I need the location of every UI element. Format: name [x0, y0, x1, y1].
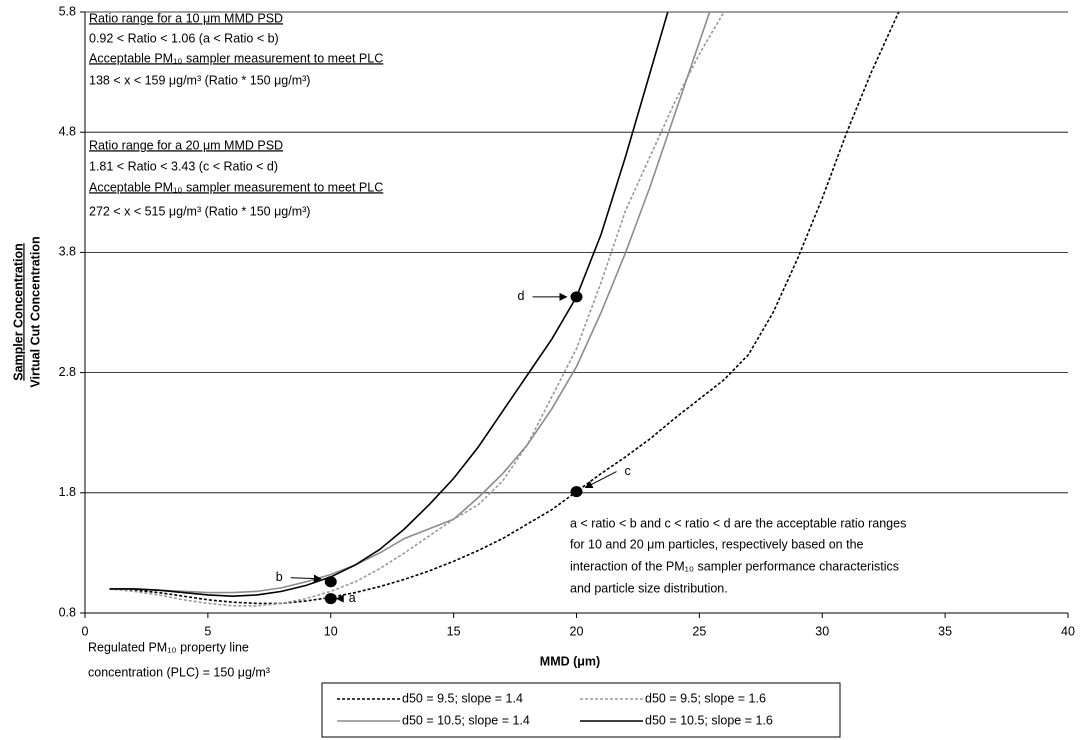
- pointer-arrow: [584, 471, 617, 489]
- note-line: for 10 and 20 μm particles, respectively…: [570, 537, 864, 551]
- x-tick-label: 40: [1061, 624, 1075, 638]
- point-label: d: [518, 289, 525, 303]
- legend-label: d50 = 10.5; slope = 1.6: [645, 713, 773, 727]
- x-tick-label: 30: [815, 624, 829, 638]
- y-tick-label: 5.8: [59, 4, 76, 18]
- annotation-line: Acceptable PM₁₀ sampler measurement to m…: [89, 51, 383, 65]
- annotation-line: 272 < x < 515 μg/m³ (Ratio * 150 μg/m³): [89, 204, 310, 218]
- y-tick-label: 4.8: [59, 124, 76, 138]
- legend-label: d50 = 9.5; slope = 1.6: [645, 691, 766, 705]
- pointer-arrow: [290, 574, 322, 583]
- y-axis-label: Virtual Cut Concentration: [28, 236, 42, 387]
- marker-point: [324, 576, 337, 588]
- legend-box: [321, 682, 841, 738]
- plc-note: Regulated PM₁₀ property line: [88, 640, 249, 654]
- y-tick-label: 1.8: [59, 485, 76, 499]
- point-label: b: [276, 570, 283, 584]
- x-tick-label: 25: [692, 624, 706, 638]
- x-tick-label: 35: [938, 624, 952, 638]
- marker-point: [570, 291, 583, 303]
- series-line: [109, 12, 725, 607]
- plot-area: [109, 12, 900, 607]
- series-line: [109, 12, 669, 597]
- y-tick-label: 0.8: [59, 605, 76, 619]
- x-axis-label: MMD (μm): [540, 654, 600, 668]
- x-tick-label: 20: [570, 624, 584, 638]
- legend-label: d50 = 9.5; slope = 1.4: [402, 691, 523, 705]
- y-axis-label: Sampler Concentration: [11, 243, 25, 381]
- x-tick-label: 15: [447, 624, 461, 638]
- annotation-line: Ratio range for a 20 μm MMD PSD: [89, 138, 283, 152]
- note-line: and particle size distribution.: [570, 581, 728, 595]
- marker-point: [324, 593, 337, 605]
- point-label: a: [349, 591, 356, 605]
- plc-note: concentration (PLC) = 150 μg/m³: [88, 665, 270, 679]
- point-label: c: [625, 464, 631, 478]
- annotation-line: 0.92 < Ratio < 1.06 (a < Ratio < b): [89, 31, 279, 45]
- note-line: interaction of the PM₁₀ sampler performa…: [570, 559, 899, 573]
- series-line: [109, 12, 900, 605]
- y-tick-label: 2.8: [59, 365, 76, 379]
- annotation-line: 1.81 < Ratio < 3.43 (c < Ratio < d): [89, 159, 278, 173]
- annotation-line: 138 < x < 159 μg/m³ (Ratio * 150 μg/m³): [89, 73, 310, 87]
- note-line: a < ratio < b and c < ratio < d are the …: [570, 516, 906, 530]
- marker-point: [570, 486, 583, 498]
- legend-label: d50 = 10.5; slope = 1.4: [402, 713, 530, 727]
- annotation-line: Acceptable PM₁₀ sampler measurement to m…: [89, 180, 383, 194]
- series-line: [109, 12, 711, 594]
- y-tick-label: 3.8: [59, 245, 76, 259]
- x-tick-label: 0: [82, 624, 89, 638]
- annotations: Ratio range for a 10 μm MMD PSD 0.92 < R…: [11, 11, 906, 679]
- annotation-line: Ratio range for a 10 μm MMD PSD: [89, 11, 283, 25]
- x-tick-label: 10: [324, 624, 338, 638]
- x-tick-label: 5: [204, 624, 211, 638]
